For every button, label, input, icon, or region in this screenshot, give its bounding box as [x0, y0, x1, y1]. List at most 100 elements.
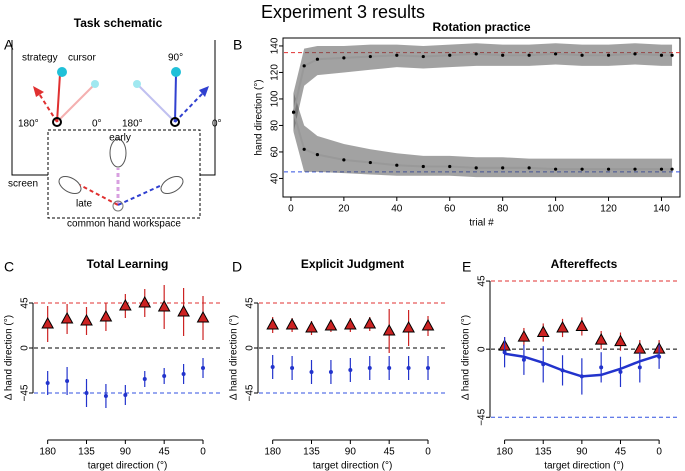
- label: cursor: [68, 53, 96, 64]
- mean-marker: [60, 311, 74, 324]
- mean-point: [501, 166, 505, 170]
- y-axis-label: Δ hand direction (°): [4, 315, 15, 400]
- mean-marker: [201, 366, 206, 370]
- mean-marker: [521, 357, 526, 362]
- mean-point: [606, 167, 611, 171]
- panel-title: Rotation practice: [432, 20, 530, 34]
- mean-marker: [328, 370, 333, 374]
- mean-point: [368, 54, 372, 59]
- mean-marker: [406, 366, 411, 370]
- panel-title: Explicit Judgment: [301, 257, 404, 271]
- screen-outline: [11, 40, 48, 176]
- mean-point: [342, 158, 346, 162]
- y-axis-label: Δ hand direction (°): [229, 315, 240, 400]
- mean-point: [606, 53, 611, 57]
- mean-point: [448, 53, 452, 57]
- x-axis-label: target direction (°): [313, 461, 393, 471]
- mean-marker: [290, 366, 295, 370]
- label: common hand workspace: [67, 219, 181, 230]
- mean-marker: [123, 393, 128, 397]
- mean-marker: [65, 379, 70, 383]
- fit-curve: [504, 352, 660, 378]
- mean-marker: [363, 316, 377, 329]
- mean-marker: [382, 323, 396, 336]
- y-tick-label: 0: [477, 346, 488, 352]
- mean-marker: [575, 319, 589, 331]
- mean-marker: [157, 299, 171, 312]
- x-tick-label: 45: [384, 447, 396, 458]
- strategy-arrow: [174, 92, 204, 123]
- mean-marker: [138, 295, 152, 308]
- mean-point: [670, 167, 674, 171]
- mean-marker: [309, 370, 314, 374]
- target: [91, 80, 99, 88]
- y-axis-label: Δ hand direction (°): [461, 315, 472, 400]
- x-tick-label: 80: [497, 204, 509, 215]
- x-tick-label: 60: [444, 204, 456, 215]
- mean-point: [501, 53, 505, 57]
- arrowhead: [33, 86, 44, 97]
- y-tick-label: −45: [20, 384, 31, 401]
- mean-marker: [599, 365, 604, 370]
- mean-point: [448, 164, 452, 169]
- late-path: [117, 184, 163, 206]
- mean-point: [395, 53, 399, 57]
- panel-letter: A: [4, 37, 14, 53]
- mean-point: [659, 53, 664, 57]
- label: early: [109, 133, 131, 144]
- x-tick-label: 20: [338, 204, 350, 215]
- label: 0°: [212, 119, 222, 130]
- confidence-band: [293, 43, 673, 133]
- panel-letter: C: [4, 259, 14, 275]
- mean-point: [315, 153, 320, 157]
- x-tick-label: 90: [345, 447, 357, 458]
- mean-marker: [80, 313, 93, 326]
- y-tick-label: 45: [245, 297, 256, 309]
- confidence-band: [293, 92, 673, 178]
- mean-marker: [266, 317, 280, 330]
- mean-point: [580, 53, 584, 57]
- x-tick-label: 90: [120, 447, 132, 458]
- mean-marker: [162, 374, 167, 378]
- x-tick-label: 0: [288, 204, 294, 215]
- schematic-title: Task schematic: [74, 16, 163, 30]
- x-tick-label: 90: [576, 447, 588, 458]
- y-tick-label: 60: [270, 146, 281, 158]
- mean-point: [554, 167, 558, 171]
- y-tick-label: 80: [270, 119, 281, 131]
- mean-point: [633, 167, 637, 171]
- x-axis-label: target direction (°): [88, 461, 168, 471]
- hand: [109, 138, 127, 168]
- label: late: [76, 199, 93, 210]
- mean-marker: [618, 369, 623, 374]
- target: [133, 80, 141, 88]
- panel-letter: B: [233, 37, 242, 53]
- mean-point: [633, 52, 637, 56]
- mean-marker: [84, 391, 89, 395]
- mean-point: [527, 166, 531, 170]
- mean-marker: [305, 320, 318, 333]
- strategy-arrow: [37, 91, 58, 123]
- start: [170, 117, 180, 127]
- x-tick-label: 100: [547, 204, 564, 215]
- mean-marker: [41, 316, 55, 329]
- x-tick-label: 45: [615, 447, 627, 458]
- label: strategy: [22, 53, 58, 64]
- plot-frame: [282, 37, 681, 198]
- mean-marker: [343, 317, 357, 330]
- x-tick-label: 135: [303, 447, 320, 458]
- mean-marker: [421, 318, 435, 331]
- y-tick-label: 140: [270, 37, 281, 54]
- x-tick-label: 135: [78, 447, 95, 458]
- mean-marker: [594, 333, 608, 345]
- mean-marker: [637, 365, 642, 370]
- mean-marker: [270, 365, 275, 369]
- mean-marker: [177, 304, 190, 317]
- y-tick-label: 0: [20, 345, 31, 351]
- cursor-path: [136, 83, 176, 123]
- mean-point: [315, 57, 320, 61]
- schematic: Task schematic A strategy cursor 180° 0°…: [4, 16, 222, 229]
- y-tick-label: 45: [20, 297, 31, 309]
